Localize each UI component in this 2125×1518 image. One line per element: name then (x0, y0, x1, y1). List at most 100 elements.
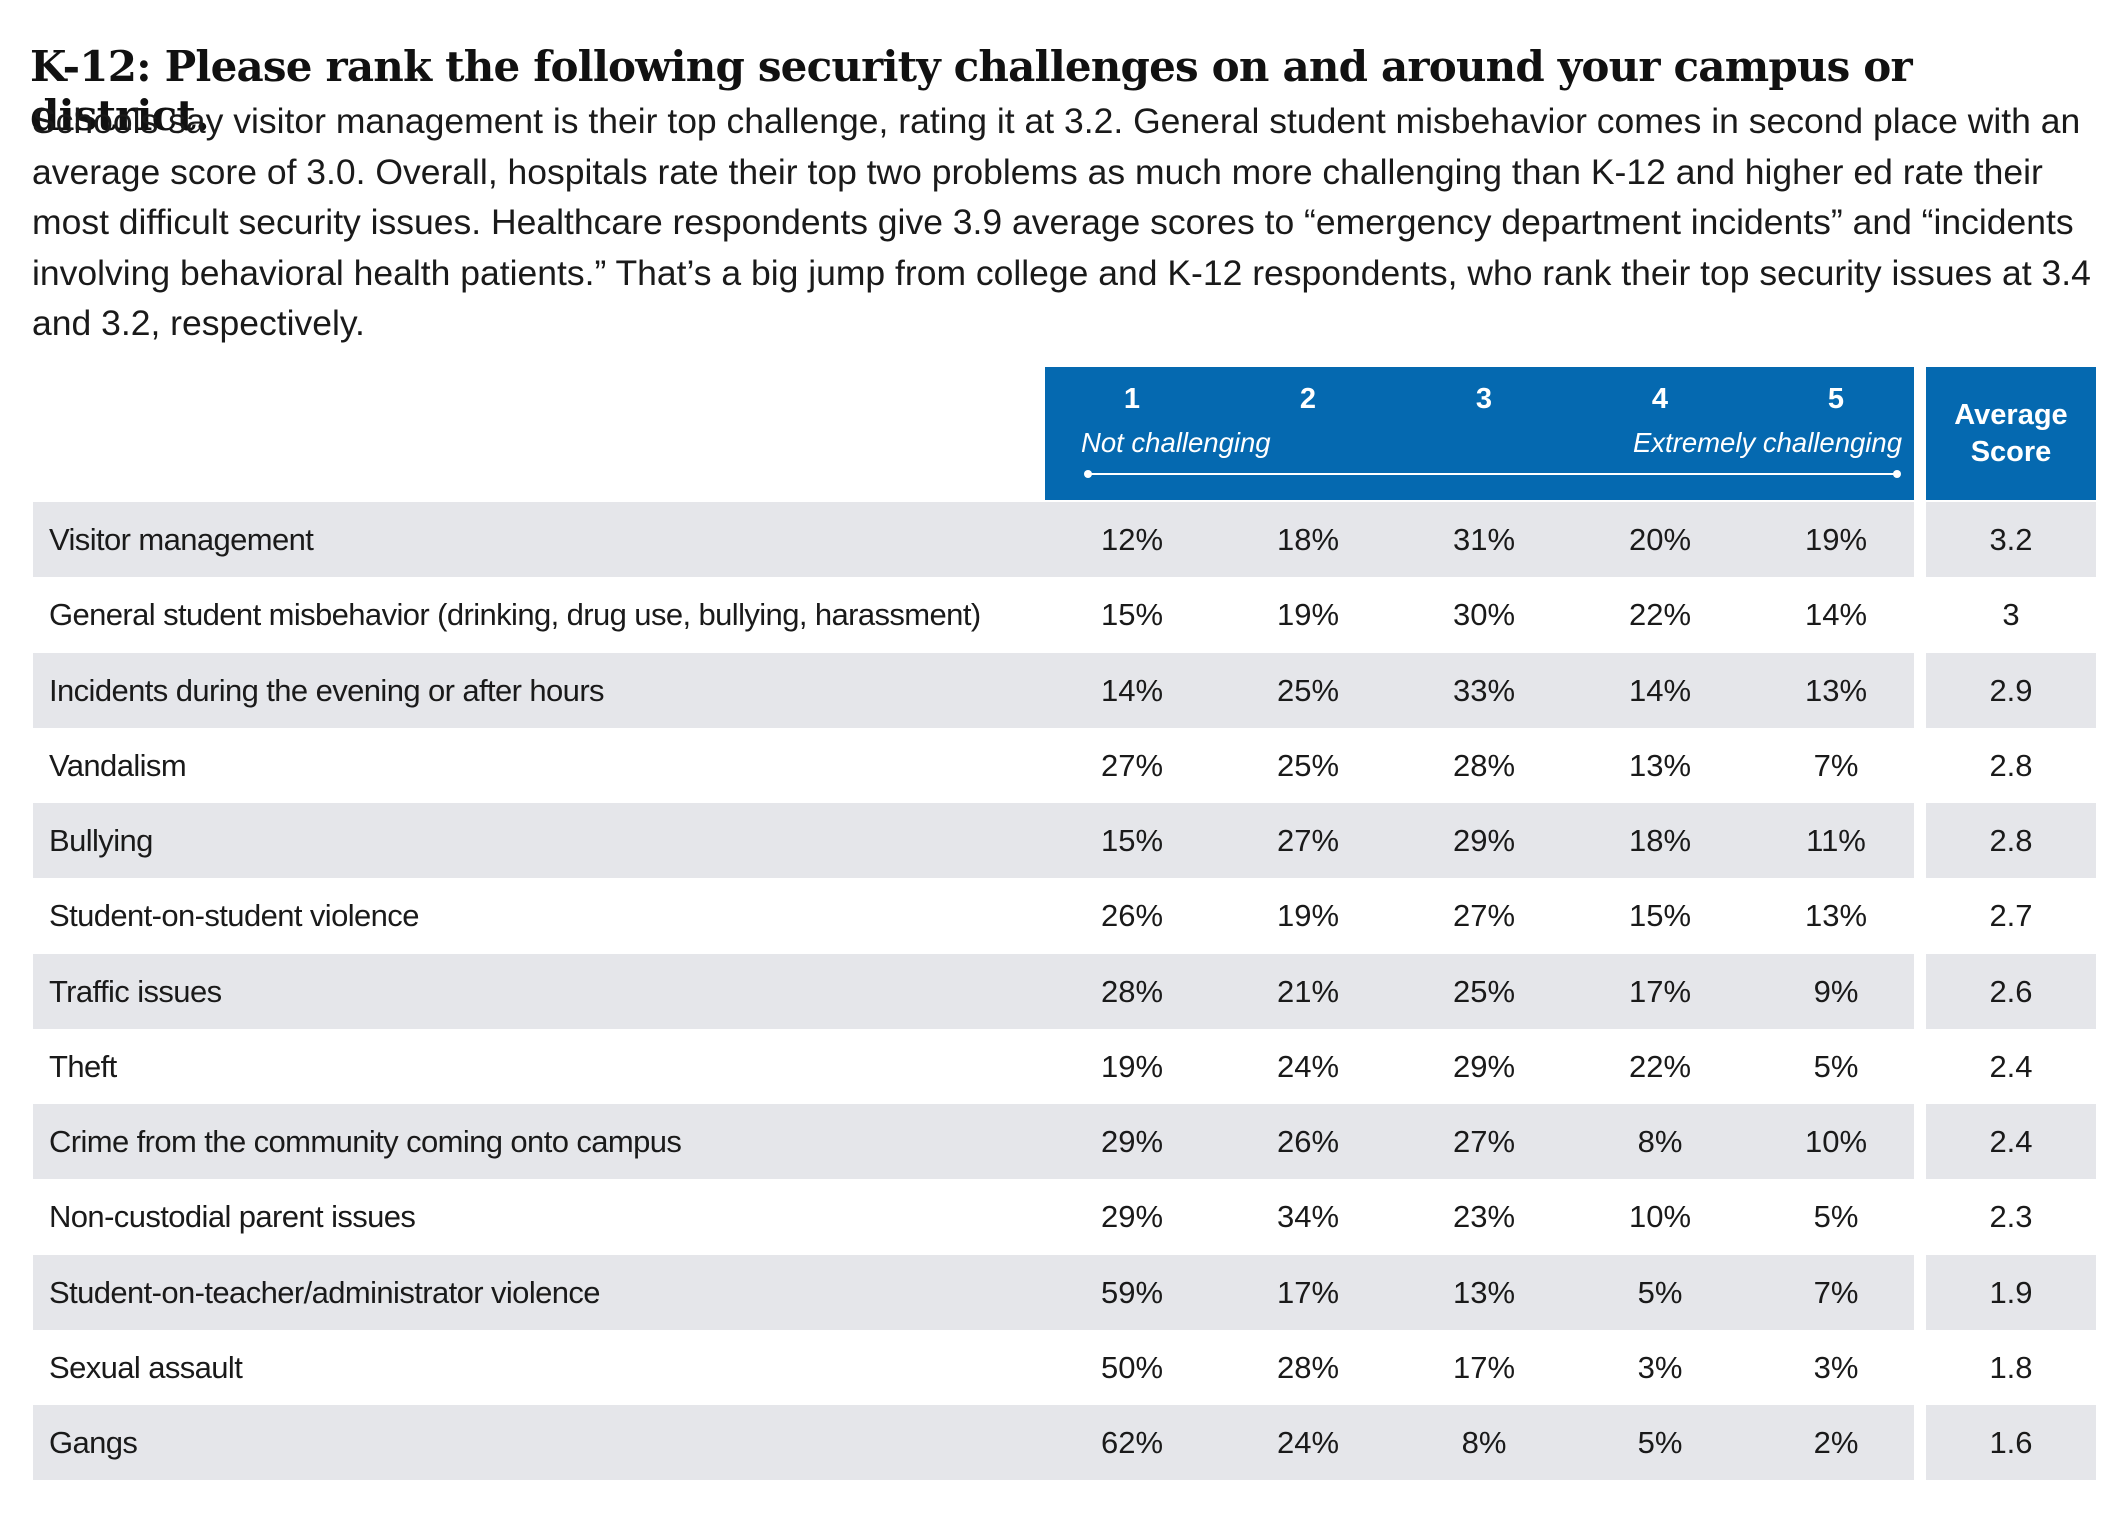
row-label: Gangs (49, 1425, 138, 1460)
chart-subtitle: Schools say visitor management is their … (32, 101, 2091, 343)
average-score-cell: 2.7 (1989, 898, 2033, 934)
value-cell-rank-3: 23% (1452, 1199, 1516, 1235)
table-row: Visitor management 12% 18% 31% 20% 19% 3.2 (33, 502, 2096, 577)
value-cell-rank-5: 14% (1804, 597, 1868, 633)
value-cell-rank-1: 19% (1100, 1048, 1164, 1084)
table-row: Sexual assault 50% 28% 17% 3% 3% 1.8 (33, 1330, 2096, 1405)
value-cell-rank-4: 13% (1628, 747, 1692, 783)
average-score-cell: 2.3 (1989, 1199, 2033, 1235)
value-cell-rank-3: 29% (1452, 1048, 1516, 1084)
row-label: Non-custodial parent issues (49, 1199, 416, 1235)
value-cell-rank-5: 7% (1813, 1274, 1859, 1310)
value-cell-rank-5: 13% (1804, 898, 1868, 934)
value-cell-rank-2: 24% (1276, 1048, 1340, 1084)
value-cell-rank-4: 22% (1628, 1048, 1692, 1084)
value-cell-rank-4: 14% (1628, 672, 1692, 708)
row-label: Incidents during the evening or after ho… (49, 672, 605, 708)
row-background-label (33, 1029, 1045, 1104)
row-background-vals (1045, 1254, 1914, 1330)
table-row: Bullying 15% 27% 29% 18% 11% 2.8 (33, 803, 2096, 878)
row-label: Crime from the community coming onto cam… (49, 1124, 682, 1159)
value-cell-rank-5: 3% (1813, 1349, 1859, 1385)
row-background-avg (1926, 803, 2096, 878)
average-score-cell: 3.2 (1989, 522, 2033, 557)
scale-number-3: 3 (1475, 383, 1493, 415)
value-cell-rank-2: 24% (1276, 1425, 1340, 1460)
average-header-line1: Average (1954, 398, 2068, 431)
high-scale-label: Extremely challenging (1632, 427, 1902, 458)
value-cell-rank-4: 5% (1637, 1425, 1683, 1460)
value-cell-rank-2: 18% (1276, 522, 1340, 557)
value-cell-rank-4: 3% (1637, 1349, 1683, 1385)
table-row: Gangs 62% 24% 8% 5% 2% 1.6 (33, 1405, 2096, 1480)
table-row: Student-on-teacher/administrator violenc… (33, 1254, 2096, 1330)
scale-number-5: 5 (1827, 383, 1845, 415)
table-row: Vandalism 27% 25% 28% 13% 7% 2.8 (33, 728, 2096, 803)
value-cell-rank-3: 8% (1461, 1425, 1507, 1460)
value-cell-rank-4: 20% (1628, 522, 1692, 557)
value-cell-rank-3: 30% (1452, 597, 1516, 633)
scale-number-2: 2 (1299, 383, 1317, 415)
average-score-cell: 2.8 (1989, 823, 2033, 858)
row-background-vals (1045, 502, 1914, 577)
value-cell-rank-2: 26% (1276, 1124, 1340, 1159)
chart-title: K-12: Please rank the following security… (30, 42, 1913, 140)
row-background-avg (1926, 652, 2096, 728)
row-label: Vandalism (49, 747, 187, 783)
row-background-vals (1045, 1405, 1914, 1480)
value-cell-rank-1: 26% (1100, 898, 1164, 934)
table-row: Incidents during the evening or after ho… (33, 652, 2096, 728)
scale-header: 1 2 3 4 5 Not challenging Extremely chal… (1045, 367, 1914, 500)
value-cell-rank-5: 13% (1804, 672, 1868, 708)
average-score-cell: 1.6 (1989, 1425, 2033, 1460)
value-cell-rank-5: 2% (1813, 1425, 1859, 1460)
value-cell-rank-3: 13% (1452, 1274, 1516, 1310)
value-cell-rank-1: 14% (1100, 672, 1164, 708)
row-label: Theft (49, 1048, 117, 1084)
value-cell-rank-3: 27% (1452, 898, 1516, 934)
table-row: Student-on-student violence 26% 19% 27% 15% 1… (33, 878, 2096, 953)
row-background-vals (1045, 953, 1914, 1029)
value-cell-rank-5: 9% (1813, 973, 1859, 1009)
value-cell-rank-3: 17% (1452, 1349, 1516, 1385)
value-cell-rank-4: 5% (1637, 1274, 1683, 1310)
value-cell-rank-4: 22% (1628, 597, 1692, 633)
value-cell-rank-4: 15% (1628, 898, 1692, 934)
low-scale-label: Not challenging (1081, 427, 1271, 458)
value-cell-rank-2: 19% (1276, 597, 1340, 633)
value-cell-rank-3: 25% (1452, 973, 1516, 1009)
value-cell-rank-3: 29% (1452, 823, 1516, 858)
value-cell-rank-2: 27% (1276, 823, 1340, 858)
average-score-cell: 2.8 (1989, 747, 2033, 783)
row-label: General student misbehavior (drinking, d… (49, 597, 981, 633)
value-cell-rank-1: 27% (1100, 747, 1164, 783)
row-label: Bullying (49, 823, 153, 858)
average-score-cell: 2.6 (1989, 973, 2033, 1009)
row-background-vals (1045, 652, 1914, 728)
value-cell-rank-4: 18% (1628, 823, 1692, 858)
value-cell-rank-4: 17% (1628, 973, 1692, 1009)
row-background-label (33, 502, 1045, 577)
value-cell-rank-4: 8% (1637, 1124, 1683, 1159)
table-row: Non-custodial parent issues 29% 34% 23% 10% 5… (33, 1179, 2096, 1254)
row-label: Student-on-student violence (49, 898, 419, 934)
average-score-cell: 3 (2002, 597, 2020, 633)
value-cell-rank-1: 50% (1100, 1349, 1164, 1385)
row-background-avg (1926, 1104, 2096, 1179)
value-cell-rank-2: 25% (1276, 672, 1340, 708)
value-cell-rank-1: 15% (1100, 823, 1164, 858)
row-background-label (33, 1104, 1045, 1179)
table-row: Traffic issues 28% 21% 25% 17% 9% 2.6 (33, 953, 2096, 1029)
value-cell-rank-2: 21% (1276, 973, 1340, 1009)
value-cell-rank-5: 7% (1813, 747, 1859, 783)
value-cell-rank-3: 31% (1452, 522, 1516, 557)
scale-number-1: 1 (1123, 383, 1141, 415)
value-cell-rank-1: 59% (1100, 1274, 1164, 1310)
row-label: Sexual assault (49, 1349, 243, 1385)
row-background-label (33, 803, 1045, 878)
row-background-vals (1045, 803, 1914, 878)
average-header-line2: Score (1970, 435, 2052, 468)
value-cell-rank-1: 29% (1100, 1199, 1164, 1235)
row-background-label (33, 1254, 1045, 1330)
row-background-label (33, 953, 1045, 1029)
